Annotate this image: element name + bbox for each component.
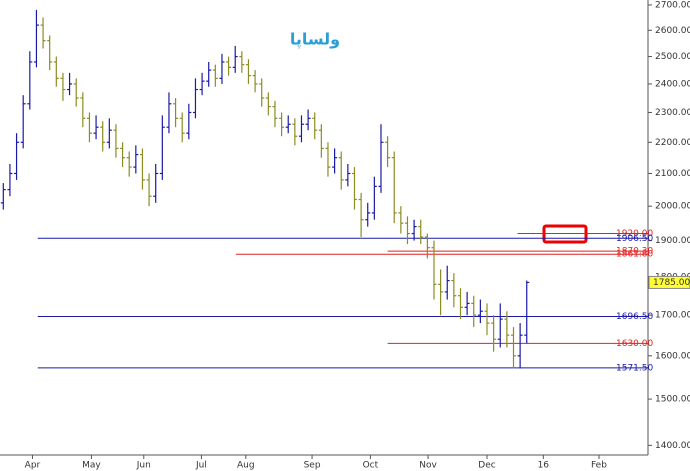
- y-tick-label: 1400.00: [655, 441, 690, 451]
- level-label: 1630.00: [616, 339, 653, 349]
- last-price-label: 1785.00: [653, 278, 690, 288]
- y-tick-label: 1900.00: [655, 236, 690, 246]
- level-label: 1861.80: [616, 250, 653, 260]
- x-tick-label: May: [82, 461, 101, 471]
- x-tick-label: Jun: [136, 461, 151, 471]
- level-label: 1920.00: [616, 229, 653, 239]
- y-tick-label: 1600.00: [655, 351, 690, 361]
- x-tick-label: Nov: [419, 461, 437, 471]
- level-label: 1906.50: [616, 234, 653, 244]
- x-tick-label: Apr: [25, 461, 41, 471]
- y-tick-label: 2400.00: [655, 79, 690, 89]
- last-price-box: [648, 275, 690, 289]
- y-tick-label: 2700.00: [655, 0, 690, 10]
- y-tick-label: 2600.00: [655, 26, 690, 36]
- y-tick-label: 2300.00: [655, 108, 690, 118]
- level-label: 1696.50: [616, 312, 653, 322]
- x-tick-label: 16: [538, 461, 550, 471]
- y-tick-label: 1500.00: [655, 395, 690, 405]
- x-tick-label: Oct: [363, 461, 379, 471]
- x-tick-label: Aug: [237, 461, 255, 471]
- y-tick-label: 1700.00: [655, 311, 690, 321]
- y-tick-label: 2100.00: [655, 169, 690, 179]
- chart-title: ولساپا: [290, 30, 340, 50]
- y-tick-label: 2000.00: [655, 202, 690, 212]
- x-tick-label: Sep: [304, 461, 321, 471]
- level-label: 1870.30: [616, 247, 653, 257]
- x-tick-label: Dec: [478, 461, 495, 471]
- level-label: 1571.50: [616, 363, 653, 373]
- x-tick-label: Jul: [195, 461, 207, 471]
- y-tick-label: 2500.00: [655, 52, 690, 62]
- x-tick-label: Feb: [591, 461, 607, 471]
- y-tick-label: 2200.00: [655, 138, 690, 148]
